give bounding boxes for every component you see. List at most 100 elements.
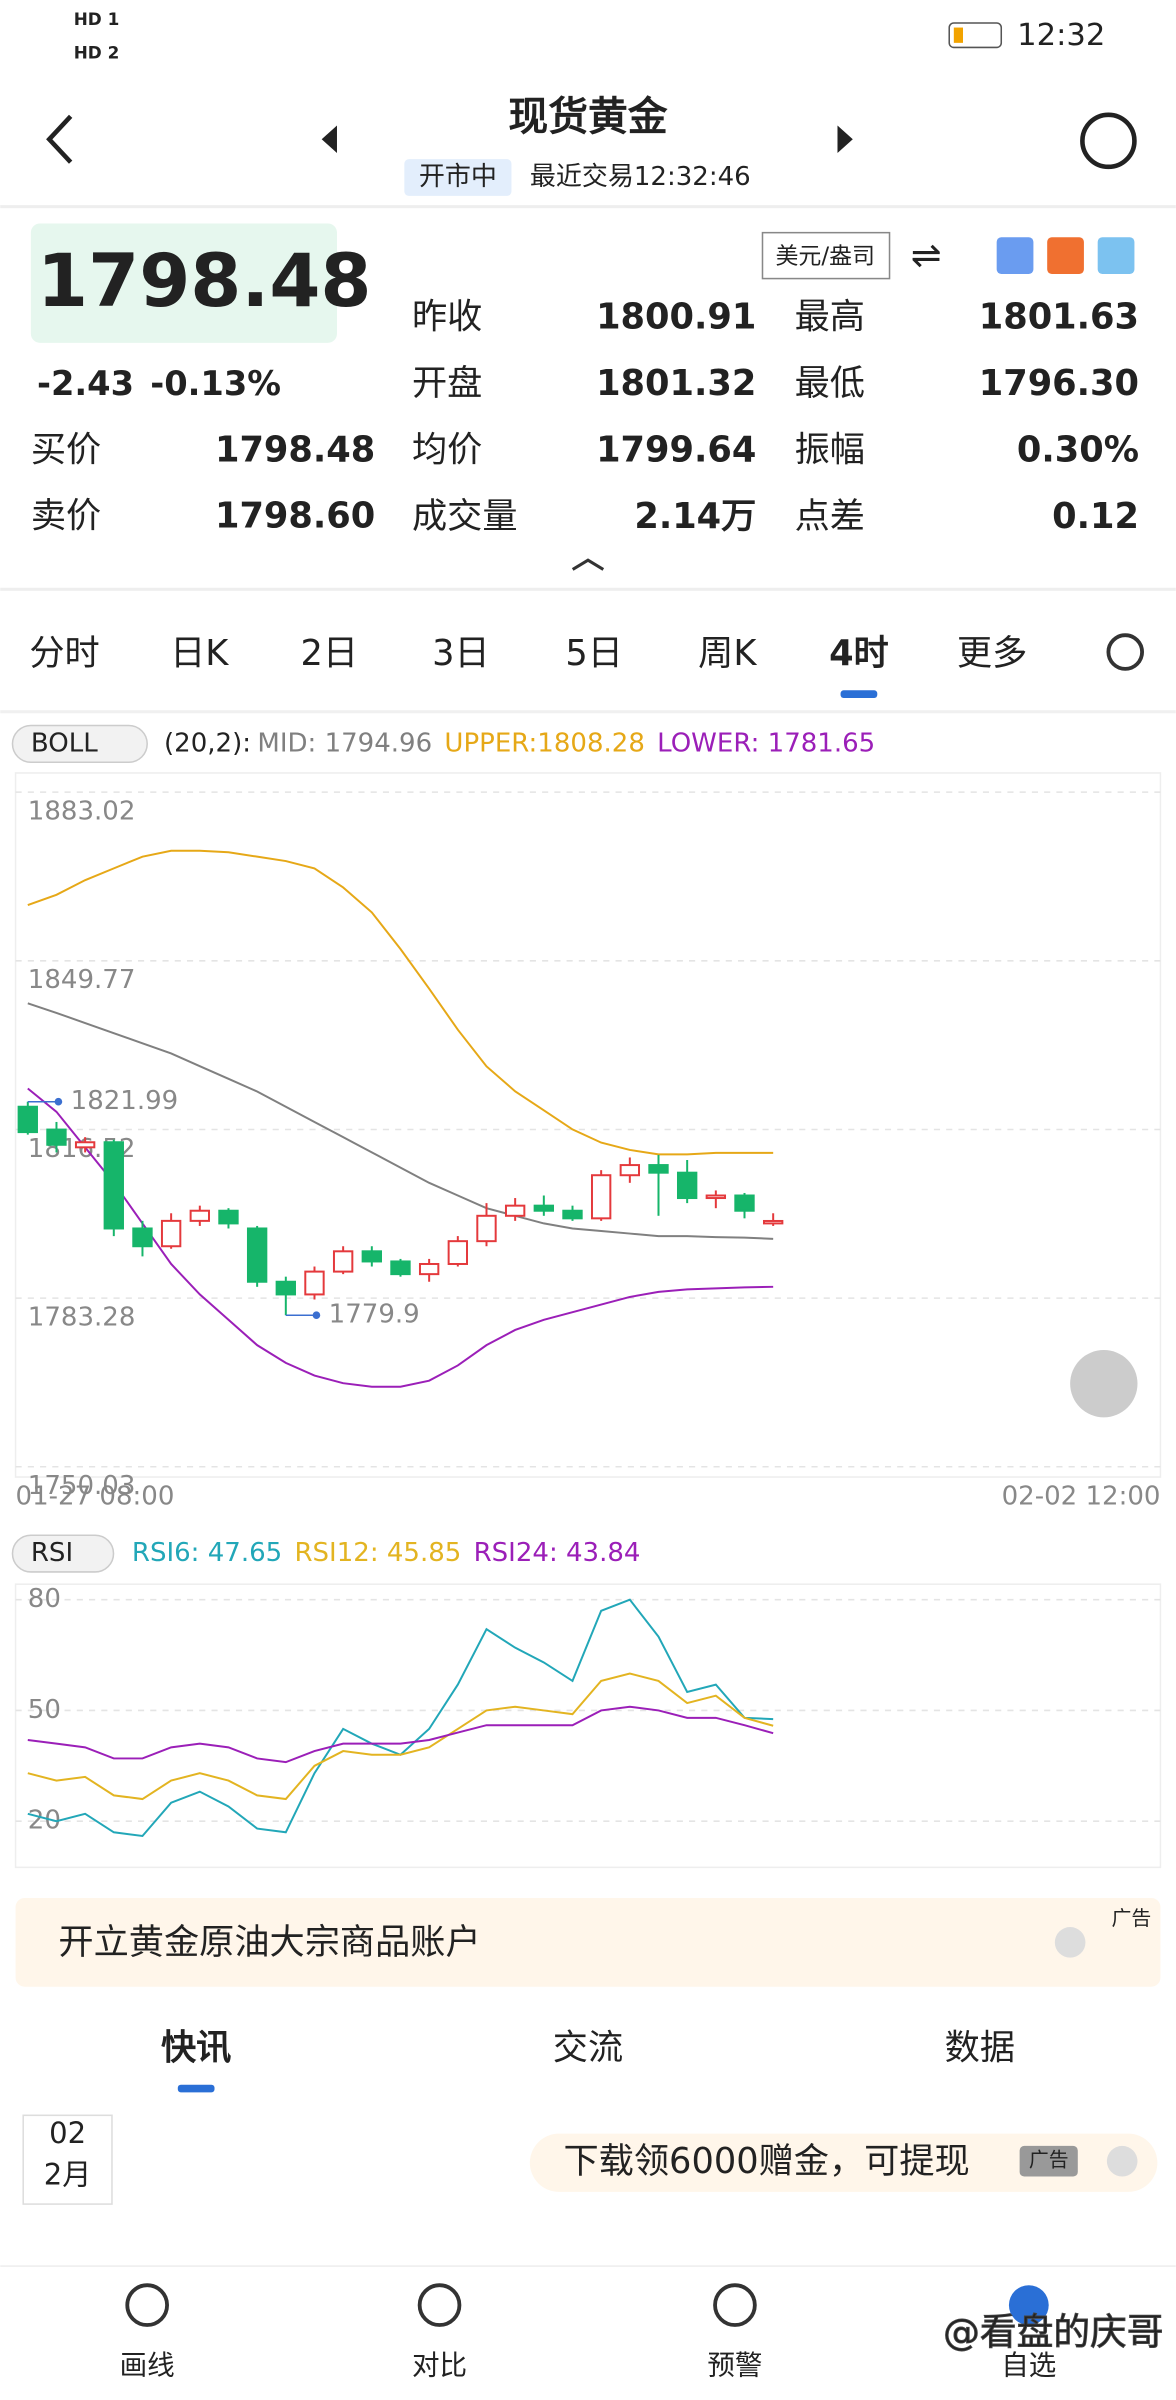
period-tab[interactable]: 周K [698,633,757,674]
quote-rows: 昨收 1800.91 最高 1801.63 开盘 1801.32 最低 1796.30 均价 17… [412,296,1139,537]
candle-body [762,1219,784,1225]
candle-body [46,1128,67,1146]
ask-label: 卖价 [31,495,101,536]
fullscreen-button[interactable] [1070,1350,1138,1418]
quote-value: 1796.30 [979,363,1139,404]
price-box [30,223,337,343]
refresh-button[interactable] [1080,112,1137,170]
indicator-select[interactable] [11,724,148,764]
extreme-label: 1779.9 [329,1300,420,1330]
candle-body [74,1141,96,1149]
candle-body [504,1204,526,1217]
quote-label: 昨收 [412,296,482,337]
ad-text: 下载领6000赠金，可提现 [564,2141,970,2182]
market-status: 开市中 [419,162,497,192]
nav-icon[interactable] [713,2283,757,2327]
news-tab[interactable]: 快讯 [161,2027,231,2068]
quote-label: 振幅 [795,430,865,471]
battery-level [953,27,963,43]
tool-icon[interactable] [1097,237,1135,274]
candle-body [676,1171,698,1200]
quote-value: 0.12 [1052,496,1139,537]
candle-body [447,1240,469,1265]
y-tick-label: 50 [28,1695,61,1725]
y-tick-label: 80 [28,1584,61,1614]
y-tick-label: 1783.28 [28,1302,136,1332]
quote-value: 1801.32 [596,363,756,404]
candle-body [332,1250,354,1273]
currency: 美元/盎司 [776,244,875,270]
period-tab[interactable]: 更多 [957,633,1027,674]
date-day: 02 [49,2116,86,2150]
legend-entry: MID: 1794.96 [257,728,432,758]
candle-body [189,1209,210,1222]
status-badge [404,159,512,196]
sim-label: HD 1 [74,9,120,29]
back-button[interactable] [46,114,73,164]
period-tab[interactable]: 分时 [29,633,99,674]
nav-icon[interactable] [1008,2285,1049,2325]
nav-label[interactable]: 自选 [1001,2349,1056,2381]
period-tab[interactable]: 2日 [301,633,359,674]
quote-label: 成交量 [412,496,518,537]
legend-entry: LOWER: 1781.65 [657,728,875,758]
legend-entry: UPPER:1808.28 [444,728,644,758]
close-ad[interactable] [1106,2145,1138,2177]
candle-body [562,1209,583,1220]
nav-items: 画线 对比 预警 自选 [120,2283,1056,2381]
candle-body [619,1164,641,1177]
indicator-line [27,849,774,1156]
settings-icon[interactable] [1106,633,1144,671]
divider [0,587,1176,591]
plot-frame [14,772,1162,1478]
bottom-nav [0,2265,1176,2400]
nav-label[interactable]: 预警 [707,2349,762,2381]
tool-icon[interactable] [996,237,1034,274]
candle-body [418,1262,440,1276]
candle-body [648,1164,669,1174]
bid-value: 1798.48 [215,430,375,471]
extreme-marker [54,1097,63,1106]
ad-banner[interactable] [529,2133,1158,2192]
nav-label[interactable]: 对比 [412,2349,467,2381]
extreme-marker [312,1311,321,1320]
ad-tag-box [1019,2145,1078,2177]
plot-frame [14,1583,1162,1869]
swap-icon[interactable]: ⇌ [911,234,942,277]
x-label: 02-02 12:00 [1002,1481,1161,1511]
period-tab[interactable]: 日K [170,633,229,674]
nav-label[interactable]: 画线 [120,2349,175,2381]
currency-box[interactable] [761,231,891,280]
candle-body [304,1270,325,1296]
sim-label: HD 2 [74,43,120,63]
indicator-params: (20,2): [164,728,251,758]
ad-banner[interactable] [15,1897,1161,1987]
news-tab[interactable]: 交流 [553,2027,623,2068]
clock: 12:32 [1017,18,1105,53]
indicator-name: RSI [31,1538,73,1568]
nav-icon[interactable] [125,2283,169,2327]
candle-body [734,1194,755,1212]
period-tab[interactable]: 3日 [432,633,490,674]
divider [0,205,1176,209]
nav-icon[interactable] [417,2283,462,2327]
candle-body [246,1227,268,1283]
collapse-arrow[interactable] [571,558,605,571]
candle-body [590,1174,612,1220]
bid-label: 买价 [31,430,101,471]
period-tab[interactable]: 4时 [829,633,889,674]
candle-body [361,1250,382,1263]
watermark: @看盘的庆哥 [943,2311,1163,2354]
period-tab[interactable]: 5日 [565,633,623,674]
news-tab[interactable]: 数据 [945,2027,1015,2068]
y-tick-label: 1750.03 [28,1471,136,1501]
y-tick-label: 1849.77 [28,965,136,995]
quote-value: 2.14万 [634,496,756,537]
candle-body [17,1105,38,1134]
battery [948,22,1003,49]
indicator-select[interactable] [11,1534,115,1573]
tool-icon[interactable] [1047,237,1084,274]
close-ad[interactable] [1054,1927,1086,1958]
